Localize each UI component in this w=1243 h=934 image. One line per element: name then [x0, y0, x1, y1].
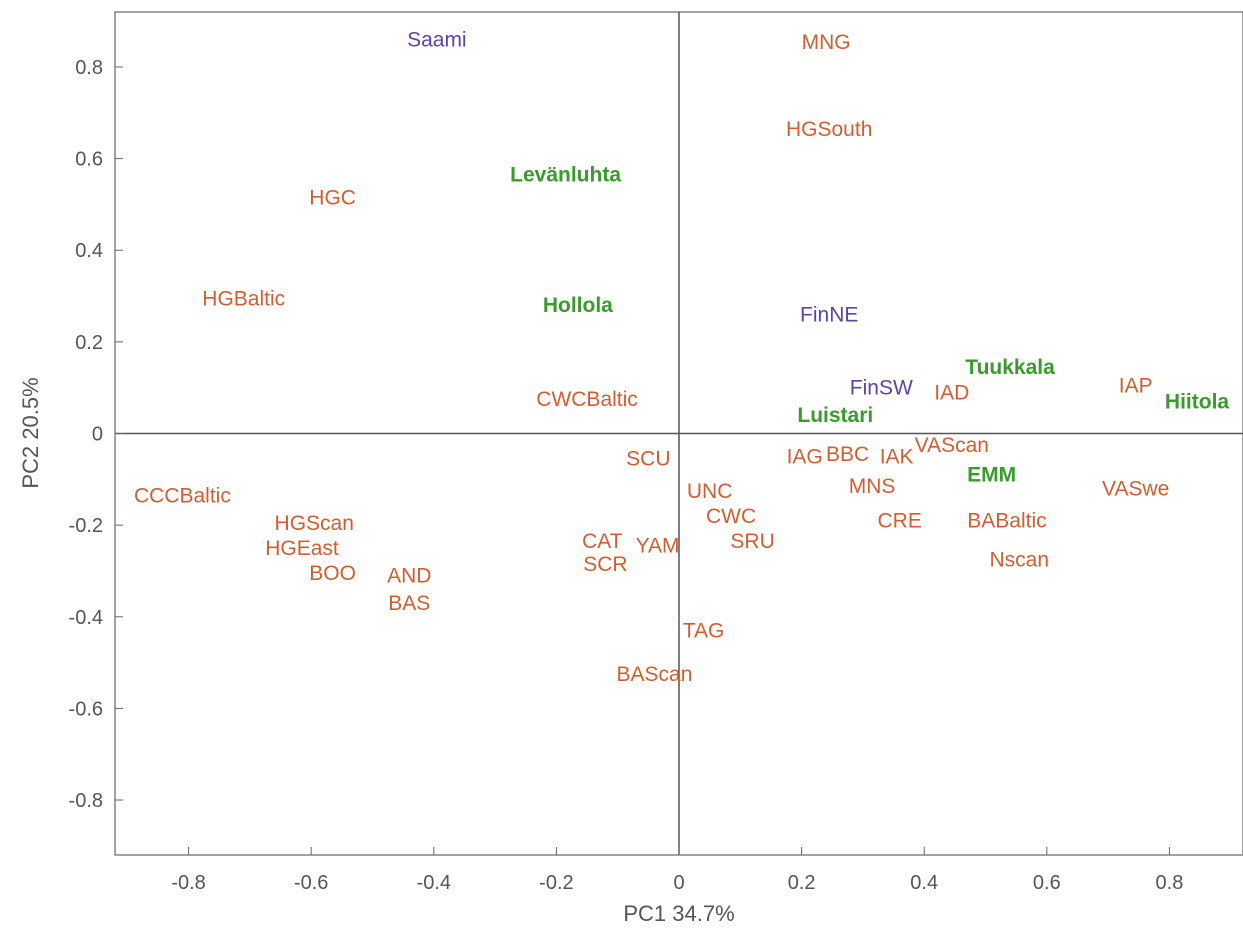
y-tick-label: 0.8 — [75, 57, 103, 79]
point-label-iag: IAG — [787, 445, 823, 468]
y-axis-ticks: 0.8 0.6 0.4 0.2 0 -0.2 -0.4 -0.6 -0.8 — [69, 57, 123, 812]
point-label-bas: BAS — [388, 592, 430, 615]
x-axis-ticks: -0.8 -0.6 -0.4 -0.2 0 0.2 0.4 0.6 0.8 — [171, 847, 1183, 894]
point-label-scr: SCR — [583, 553, 627, 576]
point-label-hgsouth: HGSouth — [786, 118, 872, 141]
y-tick-label: -0.2 — [69, 515, 103, 537]
point-label-cre: CRE — [878, 510, 922, 533]
point-label-mng: MNG — [802, 31, 851, 54]
point-label-hollola: Hollola — [543, 294, 613, 317]
point-label-hgbaltic: HGBaltic — [202, 287, 285, 310]
point-label-vascan: VAScan — [915, 434, 989, 457]
x-tick-label: -0.8 — [171, 872, 205, 894]
y-tick-label: -0.4 — [69, 607, 103, 629]
y-axis-title: PC2 20.5% — [18, 377, 43, 488]
point-label-hgeast: HGEast — [265, 537, 339, 560]
point-label-emm: EMM — [967, 464, 1016, 487]
point-label-hgc: HGC — [309, 187, 356, 210]
point-label-cccbaltic: CCCBaltic — [134, 484, 231, 507]
data-point-labels: Saami MNG HGSouth Levänluhta HGC HGBaltic Holl… — [134, 28, 1229, 686]
point-label-tag: TAG — [683, 620, 725, 643]
point-label-bbc: BBC — [826, 443, 869, 466]
x-tick-label: -0.2 — [539, 872, 573, 894]
point-label-iad: IAD — [934, 381, 969, 404]
y-tick-label: 0.6 — [75, 149, 103, 171]
y-tick-label: 0.2 — [75, 332, 103, 354]
point-label-levänluhta: Levänluhta — [510, 164, 621, 187]
point-label-vaswe: VASwe — [1102, 477, 1169, 500]
point-label-cwcbaltic: CWCBaltic — [536, 388, 638, 411]
point-label-yam: YAM — [636, 535, 680, 558]
point-label-tuukkala: Tuukkala — [965, 356, 1055, 379]
point-label-cat: CAT — [582, 530, 623, 553]
point-label-luistari: Luistari — [797, 404, 873, 427]
point-label-finne: FinNE — [800, 303, 858, 326]
y-tick-label: 0.4 — [75, 240, 103, 262]
point-label-nscan: Nscan — [989, 548, 1049, 571]
point-label-and: AND — [387, 565, 431, 588]
y-tick-label: -0.8 — [69, 790, 103, 812]
x-tick-label: -0.6 — [294, 872, 328, 894]
point-label-babaltic: BABaltic — [967, 510, 1046, 533]
point-label-unc: UNC — [687, 480, 733, 503]
point-label-cwc: CWC — [706, 505, 756, 528]
point-label-scu: SCU — [626, 448, 670, 471]
x-tick-label: -0.4 — [417, 872, 451, 894]
x-tick-label: 0.6 — [1033, 872, 1061, 894]
point-label-finsw: FinSW — [850, 377, 913, 400]
point-label-saami: Saami — [407, 28, 467, 51]
point-label-iak: IAK — [880, 445, 914, 468]
x-tick-label: 0.4 — [910, 872, 938, 894]
point-label-hiitola: Hiitola — [1165, 390, 1229, 413]
y-tick-label: -0.6 — [69, 698, 103, 720]
point-label-sru: SRU — [730, 530, 774, 553]
point-label-mns: MNS — [849, 475, 896, 498]
point-label-hgscan: HGScan — [275, 512, 354, 535]
point-label-boo: BOO — [309, 562, 356, 585]
x-tick-label: 0.8 — [1156, 872, 1184, 894]
x-axis-title: PC1 34.7% — [623, 901, 734, 926]
y-tick-label: 0 — [92, 424, 103, 446]
point-label-bascan: BAScan — [617, 663, 693, 686]
point-label-iap: IAP — [1119, 374, 1153, 397]
x-tick-label: 0 — [673, 872, 684, 894]
x-tick-label: 0.2 — [788, 872, 816, 894]
